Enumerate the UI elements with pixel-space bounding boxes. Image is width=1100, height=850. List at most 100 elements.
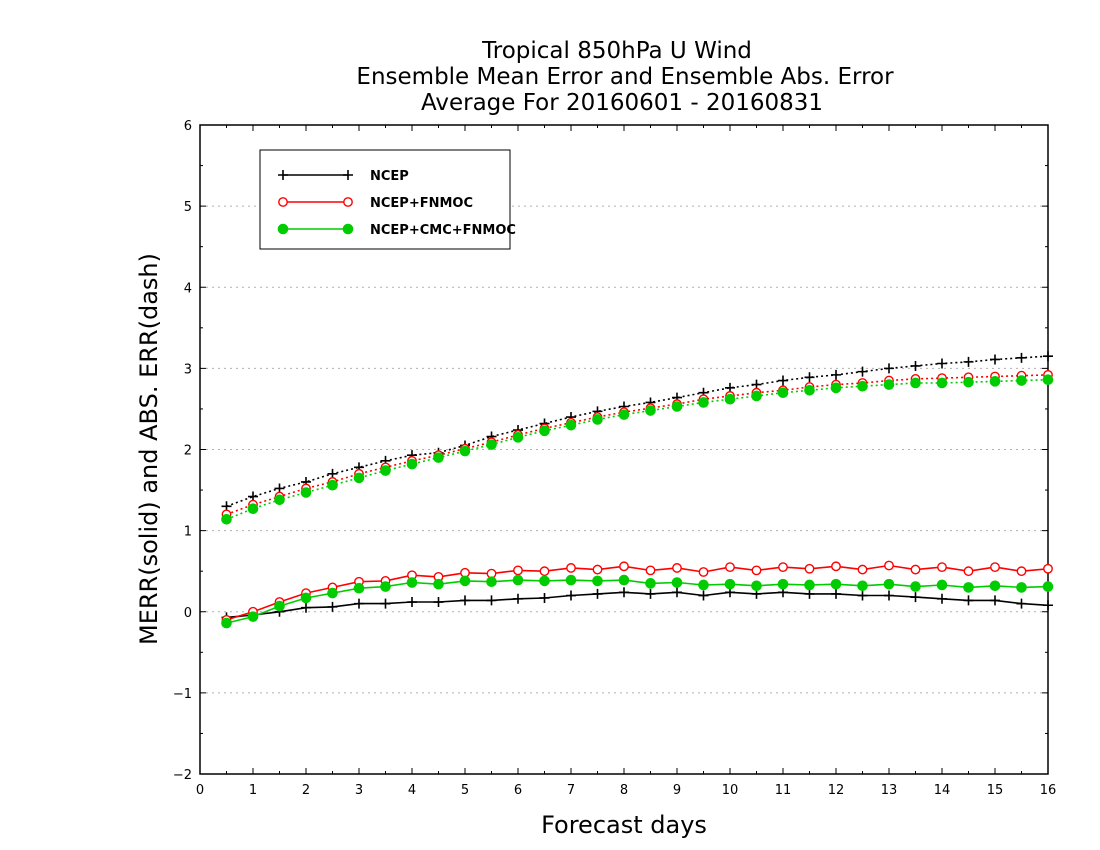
abs-err-point [539,425,550,437]
merr-point [830,578,842,590]
merr-point [698,567,709,577]
merr-point [592,588,603,599]
abs-err-point [274,494,285,506]
legend-marker [277,223,289,235]
x-tick-label: 13 [881,783,898,798]
merr-point [857,564,868,575]
merr-point [725,562,735,573]
x-axis-label: Forecast days [541,811,707,839]
merr-point [645,565,656,576]
abs-err-point [910,377,921,389]
merr-point [831,588,841,599]
merr-point [777,578,789,590]
merr-point [937,562,947,573]
y-tick-label: −2 [173,768,192,783]
merr-point [565,574,577,586]
x-tick-label: 10 [722,783,739,798]
x-tick-label: 16 [1040,783,1057,798]
abs-err-point [990,354,1000,365]
merr-point [274,600,285,612]
merr-point [698,579,709,591]
merr-point [645,578,656,589]
abs-err-point [1043,351,1053,362]
abs-err-point [247,503,259,515]
merr-point [936,579,948,591]
merr-point [883,578,895,590]
merr-point [963,566,974,577]
legend-marker [278,170,288,180]
merr-point [831,561,841,572]
merr-point [433,578,444,590]
merr-point [354,598,364,609]
abs-err-point [804,384,815,396]
merr-point [671,577,683,588]
abs-err-point [327,479,338,491]
abs-err-point [963,376,974,388]
merr-point [857,590,868,601]
y-tick-label: 1 [184,525,192,540]
merr-line [226,579,1049,624]
x-tick-label: 0 [196,783,204,798]
abs-err-point [592,414,603,425]
merr-point [910,564,921,575]
chart-title: Tropical 850hPa U Wind Ensemble Mean Err… [356,38,894,116]
abs-err-point [406,458,418,470]
merr-point [618,574,630,586]
merr-point [380,598,391,609]
legend-box [259,149,511,250]
title-line-1: Tropical 850hPa U Wind [481,38,752,64]
abs-err-point [936,377,948,389]
abs-err-point [486,439,497,450]
abs-err-point [459,445,471,457]
abs-err-point [884,363,894,374]
merr-point [751,580,762,592]
legend-marker [342,223,354,235]
y-tick-label: −1 [173,687,192,702]
abs-err-point [989,376,1001,387]
merr-point [406,577,418,588]
merr-point [963,582,974,593]
abs-err-point [618,409,630,420]
merr-point [963,595,974,606]
abs-err-point [883,379,895,390]
merr-point [645,588,656,599]
merr-point [513,565,523,576]
merr-point [1016,598,1027,609]
y-tick-label: 0 [184,606,192,621]
abs-err-point [910,360,921,371]
merr-point [380,581,391,592]
series-ncep [221,351,1053,623]
abs-err-point [300,487,312,498]
merr-point [619,561,629,572]
abs-err-point [698,397,709,408]
merr-point [778,562,788,573]
merr-point [433,597,444,608]
merr-point [751,565,762,576]
merr-point [698,590,709,601]
x-tick-label: 14 [934,783,951,798]
merr-point [353,582,365,594]
legend-marker [343,197,353,207]
merr-point [486,576,497,588]
abs-err-point [1016,352,1027,363]
abs-err-point [777,387,789,399]
merr-point [1016,566,1027,577]
merr-point [327,587,338,599]
merr-point [990,595,1000,606]
x-tick-label: 1 [249,783,257,798]
series-layer [221,351,1054,629]
merr-point [1043,600,1053,611]
legend-label: NCEP [370,169,409,184]
merr-point [1016,582,1027,593]
merr-point [937,593,947,604]
merr-point [990,562,1000,573]
y-tick-label: 3 [184,362,192,377]
abs-err-point [1042,374,1054,386]
merr-point [512,574,524,586]
merr-point [1043,563,1053,574]
merr-point [459,575,471,587]
abs-err-point [724,393,736,405]
merr-point [539,575,550,587]
abs-err-point [963,356,974,367]
title-line-3: Average For 20160601 - 20160831 [421,90,823,116]
